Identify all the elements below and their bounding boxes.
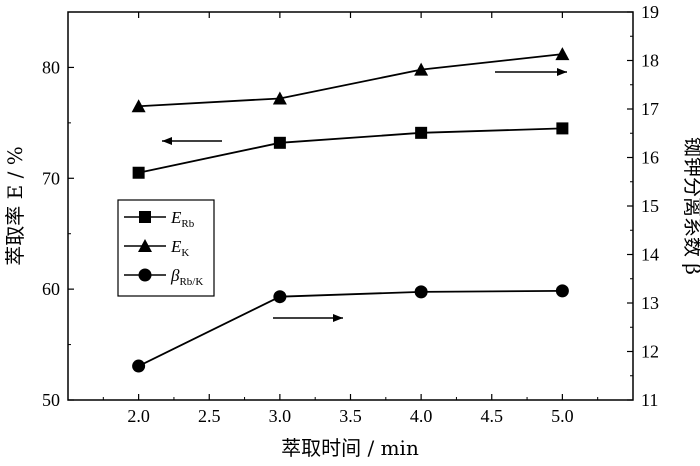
legend-marker-triangle — [138, 239, 152, 252]
right-y-tick-label: 12 — [641, 342, 659, 362]
axis-arrow — [162, 137, 222, 145]
x-axis: 2.0 2.5 3.0 3.5 4.0 4.5 5.0 — [102, 12, 599, 426]
direction-arrows — [162, 68, 567, 322]
legend-label: βRb/K — [170, 266, 203, 288]
arrow-head — [333, 314, 343, 322]
right-y-tick-label: 14 — [641, 245, 659, 265]
right-y-tick-label: 18 — [641, 51, 659, 71]
arrow-head — [162, 137, 172, 145]
legend-marker-circle — [138, 268, 152, 282]
left-y-tick-label: 80 — [42, 57, 60, 77]
right-y-tick-label: 13 — [641, 293, 659, 313]
data-point-triangle — [414, 62, 429, 76]
legend: ERb EK βRb/K — [117, 199, 215, 297]
data-point-circle — [555, 284, 569, 298]
arrow-head — [557, 68, 567, 76]
data-point-triangle — [131, 99, 146, 113]
right-y-axis: 11 12 13 14 15 16 17 18 19 — [627, 2, 659, 410]
data-point-circle — [414, 285, 428, 299]
x-tick-label: 3.0 — [269, 406, 292, 426]
left-y-tick-label: 60 — [42, 279, 60, 299]
legend-label: ERb — [170, 208, 195, 230]
data-point-triangle — [555, 47, 570, 61]
series-triangle — [131, 47, 570, 113]
right-y-tick-label: 17 — [641, 99, 659, 119]
x-tick-label: 4.0 — [410, 406, 433, 426]
x-tick-label: 5.0 — [551, 406, 574, 426]
x-tick-label: 2.5 — [198, 406, 221, 426]
x-tick-label: 4.5 — [481, 406, 504, 426]
data-point-square — [415, 126, 428, 139]
x-axis-title: 萃取时间 / min — [281, 436, 419, 460]
data-point-circle — [132, 359, 146, 373]
data-point-triangle — [272, 91, 287, 105]
right-y-tick-label: 15 — [641, 196, 659, 216]
right-y-axis-title: 铷钾分离系数 β — [681, 137, 700, 275]
left-y-axis: 50 60 70 80 — [42, 57, 74, 410]
data-point-square — [273, 136, 286, 149]
data-point-square — [556, 122, 569, 135]
series-layer — [131, 47, 570, 373]
right-y-tick-label: 19 — [641, 2, 659, 22]
right-y-tick-label: 16 — [641, 148, 659, 168]
legend-marker-square — [139, 211, 151, 223]
series-square — [132, 122, 569, 179]
legend-box — [117, 199, 215, 297]
series-line — [138, 127, 563, 174]
right-y-tick-label: 11 — [641, 390, 658, 410]
axis-arrow — [273, 314, 343, 322]
left-y-tick-label: 70 — [42, 168, 60, 188]
left-y-tick-label: 50 — [42, 390, 60, 410]
series-line — [138, 289, 563, 367]
left-y-axis-title: 萃取率 E / % — [3, 146, 27, 265]
x-tick-label: 3.5 — [339, 406, 362, 426]
series-line — [138, 53, 563, 108]
x-tick-label: 2.0 — [127, 406, 150, 426]
series-circle — [132, 284, 569, 373]
legend-item: ERb — [124, 208, 195, 230]
data-point-square — [132, 166, 145, 179]
legend-item: βRb/K — [124, 266, 203, 288]
axis-arrow — [495, 68, 567, 76]
legend-label: EK — [170, 237, 189, 259]
legend-item: EK — [124, 237, 189, 259]
data-point-circle — [273, 290, 287, 304]
